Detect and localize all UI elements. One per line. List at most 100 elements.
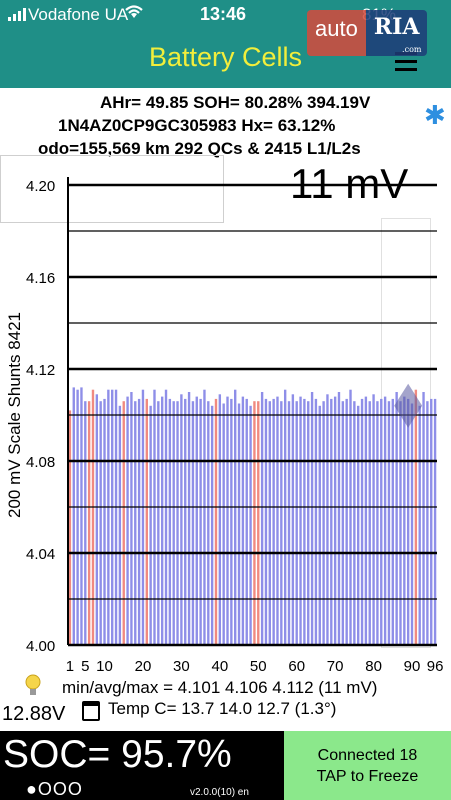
cell-bar bbox=[195, 396, 198, 645]
aux-battery-voltage: 12.88V bbox=[2, 703, 66, 725]
cell-bar bbox=[364, 396, 368, 645]
bluetooth-star-icon[interactable]: ✱ bbox=[424, 100, 446, 130]
cell-bar bbox=[249, 405, 252, 645]
x-tick-label: 60 bbox=[288, 658, 305, 675]
cell-bar bbox=[72, 387, 75, 645]
cell-bar bbox=[406, 398, 410, 645]
x-tick-label: 50 bbox=[250, 658, 267, 675]
cell-bar bbox=[264, 398, 268, 645]
calendar-icon[interactable] bbox=[82, 701, 100, 721]
cell-bar bbox=[414, 389, 418, 645]
cell-bar bbox=[257, 401, 260, 645]
soc-panel[interactable]: SOC= 95.7% ●OOO v2.0.0(10) en bbox=[0, 731, 284, 800]
cell-bar bbox=[103, 398, 106, 645]
cell-bar bbox=[333, 396, 337, 645]
info-line-odo: odo=155,569 km 292 QCs & 2415 L1/L2s bbox=[38, 139, 361, 158]
y-tick-label: 4.12 bbox=[26, 362, 55, 379]
y-tick-label: 4.08 bbox=[26, 454, 55, 471]
cell-bar bbox=[134, 401, 137, 645]
cell-bar bbox=[76, 389, 79, 645]
cell-bar bbox=[268, 401, 271, 645]
cell-bar bbox=[326, 394, 329, 645]
cell-bar bbox=[380, 398, 383, 645]
x-tick-label: 40 bbox=[211, 658, 228, 675]
cell-bar bbox=[399, 401, 402, 645]
x-tick-label: 70 bbox=[327, 658, 344, 675]
x-tick-label: 30 bbox=[173, 658, 190, 675]
cell-bar bbox=[418, 405, 421, 645]
cell-bar bbox=[387, 401, 391, 645]
x-tick-label: 10 bbox=[96, 658, 113, 675]
cell-bar bbox=[187, 392, 191, 645]
cell-bar bbox=[303, 398, 306, 645]
cell-bar bbox=[287, 401, 291, 645]
cell-bar bbox=[426, 401, 429, 645]
cell-bar bbox=[253, 401, 256, 645]
info-line-vin: 1N4AZ0CP9GC305983 Hx= 63.12% bbox=[58, 116, 336, 135]
cell-bar bbox=[114, 389, 118, 645]
cell-bar bbox=[283, 389, 287, 645]
cell-bar bbox=[395, 392, 398, 645]
cell-bar bbox=[422, 392, 425, 645]
cell-bar bbox=[168, 398, 172, 645]
cell-bar bbox=[184, 398, 187, 645]
min-avg-max: min/avg/max = 4.101 4.106 4.112 (11 mV) bbox=[62, 678, 378, 697]
connected-count: Connected 18 bbox=[317, 747, 418, 764]
lightbulb-icon[interactable] bbox=[24, 674, 42, 704]
cell-bar bbox=[272, 398, 275, 645]
watermark-ria: RIA .com bbox=[365, 10, 428, 56]
y-tick-label: 4.16 bbox=[26, 270, 55, 287]
x-tick-label: 1 bbox=[66, 658, 74, 675]
cell-bar bbox=[245, 398, 248, 645]
status-time: 13:46 bbox=[200, 4, 247, 24]
cell-bar bbox=[299, 396, 302, 645]
x-tick-label: 80 bbox=[365, 658, 382, 675]
cell-bar bbox=[314, 398, 318, 645]
cell-bar bbox=[433, 398, 437, 645]
cell-bar bbox=[391, 398, 394, 645]
cell-bar bbox=[330, 398, 333, 645]
cell-bar bbox=[130, 392, 133, 645]
cell-bar bbox=[222, 403, 225, 645]
cell-bar bbox=[153, 389, 156, 645]
cell-bar bbox=[191, 401, 195, 645]
cell-bar bbox=[164, 389, 168, 645]
cell-bar bbox=[141, 389, 145, 645]
cell-voltage-chart[interactable]: 4.00 4.04 4.08 4.12 4.16 4.20 1 5 10 20 30 40 50 60 70… bbox=[0, 160, 451, 680]
cell-bar bbox=[341, 401, 345, 645]
watermark-domain: .com bbox=[402, 45, 422, 54]
y-tick-label: 4.00 bbox=[26, 638, 55, 655]
cell-bar bbox=[118, 405, 122, 645]
cell-bar bbox=[172, 401, 175, 645]
cell-bar bbox=[218, 394, 222, 645]
cell-bar bbox=[291, 394, 295, 645]
connection-panel[interactable]: Connected 18 TAP to Freeze bbox=[284, 731, 451, 800]
cell-bar bbox=[410, 403, 414, 645]
cell-bar bbox=[322, 401, 325, 645]
cell-bar bbox=[349, 389, 352, 645]
autoria-watermark-logo: auto RIA .com bbox=[307, 10, 441, 56]
cell-bar bbox=[207, 401, 210, 645]
cell-bar bbox=[149, 405, 152, 645]
cell-bar bbox=[376, 401, 379, 645]
watermark-auto: auto bbox=[307, 10, 366, 56]
chart-zoom-box[interactable] bbox=[0, 155, 224, 223]
cell-bar bbox=[368, 401, 371, 645]
x-tick-label: 20 bbox=[135, 658, 152, 675]
cell-bar bbox=[226, 396, 229, 645]
cell-bar bbox=[160, 396, 164, 645]
tap-to-freeze-button[interactable]: TAP to Freeze bbox=[316, 768, 419, 785]
cell-bar bbox=[295, 401, 298, 645]
page-title: Battery Cells bbox=[148, 42, 303, 72]
cell-bar bbox=[111, 389, 114, 645]
x-tick-label: 5 bbox=[81, 658, 89, 675]
cell-bar bbox=[214, 398, 218, 645]
cell-bar bbox=[126, 396, 129, 645]
y-axis-title: 200 mV Scale Shunts 8421 bbox=[5, 311, 24, 519]
page-dots[interactable]: ●OOO bbox=[26, 779, 83, 799]
info-line-ahr: AHr= 49.85 SOH= 80.28% 394.19V bbox=[100, 93, 371, 112]
cell-bar bbox=[176, 401, 179, 645]
cell-bar bbox=[260, 392, 264, 645]
cell-bar bbox=[230, 398, 233, 645]
y-tick-label: 4.20 bbox=[26, 178, 55, 195]
